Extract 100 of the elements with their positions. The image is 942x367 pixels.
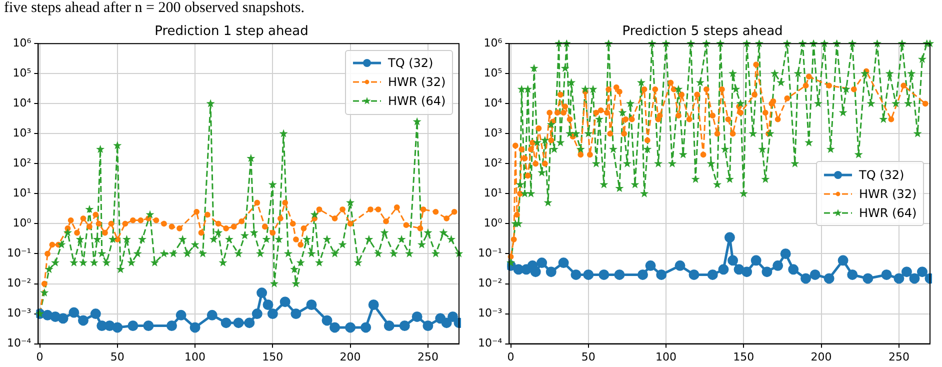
point bbox=[153, 217, 160, 224]
point bbox=[252, 308, 262, 320]
point bbox=[50, 311, 61, 322]
point bbox=[206, 310, 218, 320]
y-tick-label: 10¹ bbox=[484, 186, 502, 200]
point bbox=[267, 308, 278, 320]
x-tick-label: 150 bbox=[262, 350, 284, 364]
point bbox=[750, 255, 762, 266]
point bbox=[122, 220, 128, 227]
y-tick-label: 10¹ bbox=[12, 186, 32, 200]
point bbox=[238, 218, 245, 224]
point bbox=[894, 273, 904, 284]
point bbox=[78, 315, 88, 326]
point bbox=[198, 230, 204, 236]
x-tick-label: 0 bbox=[507, 350, 514, 364]
point bbox=[58, 313, 68, 324]
point bbox=[417, 225, 424, 232]
point bbox=[92, 212, 99, 218]
point bbox=[847, 269, 858, 280]
y-tick-label: 10⁶ bbox=[12, 36, 32, 50]
point bbox=[444, 215, 450, 222]
point bbox=[256, 288, 268, 298]
point bbox=[277, 215, 284, 222]
point bbox=[375, 206, 382, 212]
point bbox=[399, 320, 410, 331]
y-tick-label: 10⁻⁴ bbox=[6, 336, 32, 350]
point bbox=[161, 220, 167, 227]
point bbox=[49, 242, 56, 248]
point bbox=[762, 266, 772, 278]
chart-title: Prediction 5 steps ahead bbox=[622, 24, 783, 40]
point bbox=[104, 320, 115, 331]
point bbox=[166, 320, 177, 331]
point bbox=[909, 273, 920, 284]
point bbox=[394, 204, 400, 210]
point bbox=[68, 217, 74, 224]
point bbox=[41, 280, 48, 287]
point bbox=[403, 222, 410, 228]
point bbox=[451, 208, 458, 215]
point bbox=[384, 320, 394, 331]
point bbox=[558, 258, 569, 268]
y-tick-label: 10⁻¹ bbox=[6, 246, 32, 260]
point bbox=[916, 266, 928, 278]
point bbox=[707, 269, 718, 280]
point bbox=[583, 269, 594, 280]
point bbox=[614, 269, 625, 280]
x-tick-label: 100 bbox=[184, 350, 206, 364]
y-tick-label: 10⁴ bbox=[12, 96, 32, 110]
point bbox=[570, 269, 582, 280]
point bbox=[68, 307, 80, 318]
point bbox=[330, 322, 340, 333]
x-tick-label: 50 bbox=[110, 350, 124, 364]
point bbox=[194, 208, 200, 215]
point bbox=[90, 308, 101, 320]
point bbox=[143, 320, 154, 331]
y-tick-label: 10⁵ bbox=[484, 66, 502, 80]
legend-label: HWR (64) bbox=[859, 206, 917, 220]
point bbox=[176, 225, 182, 232]
point bbox=[788, 264, 799, 275]
legend-label: HWR (64) bbox=[388, 94, 446, 108]
y-tick-label: 10⁻¹ bbox=[478, 246, 502, 260]
y-tick-label: 10³ bbox=[12, 126, 32, 140]
y-tick-label: 10² bbox=[12, 156, 32, 170]
text: five steps ahead after n = 200 observed snapshots. bbox=[4, 0, 304, 17]
point bbox=[282, 200, 288, 206]
x-tick-label: 250 bbox=[417, 350, 438, 364]
point bbox=[270, 230, 276, 236]
point bbox=[728, 255, 738, 266]
point bbox=[86, 224, 92, 230]
x-tick-label: 250 bbox=[888, 350, 910, 364]
point bbox=[901, 266, 912, 278]
point bbox=[332, 215, 338, 222]
y-tick-label: 10⁻² bbox=[478, 276, 502, 290]
x-tick-label: 200 bbox=[810, 350, 832, 364]
point bbox=[262, 299, 274, 310]
point bbox=[262, 224, 268, 230]
point bbox=[96, 320, 108, 331]
y-tick-label: 10⁻⁴ bbox=[478, 336, 503, 350]
point bbox=[44, 250, 50, 257]
point bbox=[530, 266, 541, 278]
point bbox=[420, 206, 426, 212]
point bbox=[368, 206, 374, 212]
point bbox=[215, 220, 222, 227]
point bbox=[298, 242, 304, 248]
y-tick-label: 10⁵ bbox=[12, 66, 32, 80]
x-tick-label: 0 bbox=[36, 350, 44, 364]
point bbox=[780, 248, 791, 259]
x-tick-label: 200 bbox=[340, 350, 361, 364]
point bbox=[432, 208, 439, 215]
point bbox=[293, 236, 299, 242]
legend-label: HWR (32) bbox=[388, 75, 446, 90]
point bbox=[345, 322, 356, 333]
point bbox=[422, 320, 434, 331]
y-tick-label: 10⁻³ bbox=[478, 306, 502, 320]
point bbox=[108, 220, 114, 227]
point bbox=[838, 255, 848, 266]
point bbox=[74, 230, 80, 236]
y-tick-label: 10⁰ bbox=[484, 216, 503, 230]
point bbox=[112, 322, 123, 333]
point bbox=[316, 206, 322, 212]
point bbox=[824, 273, 834, 284]
